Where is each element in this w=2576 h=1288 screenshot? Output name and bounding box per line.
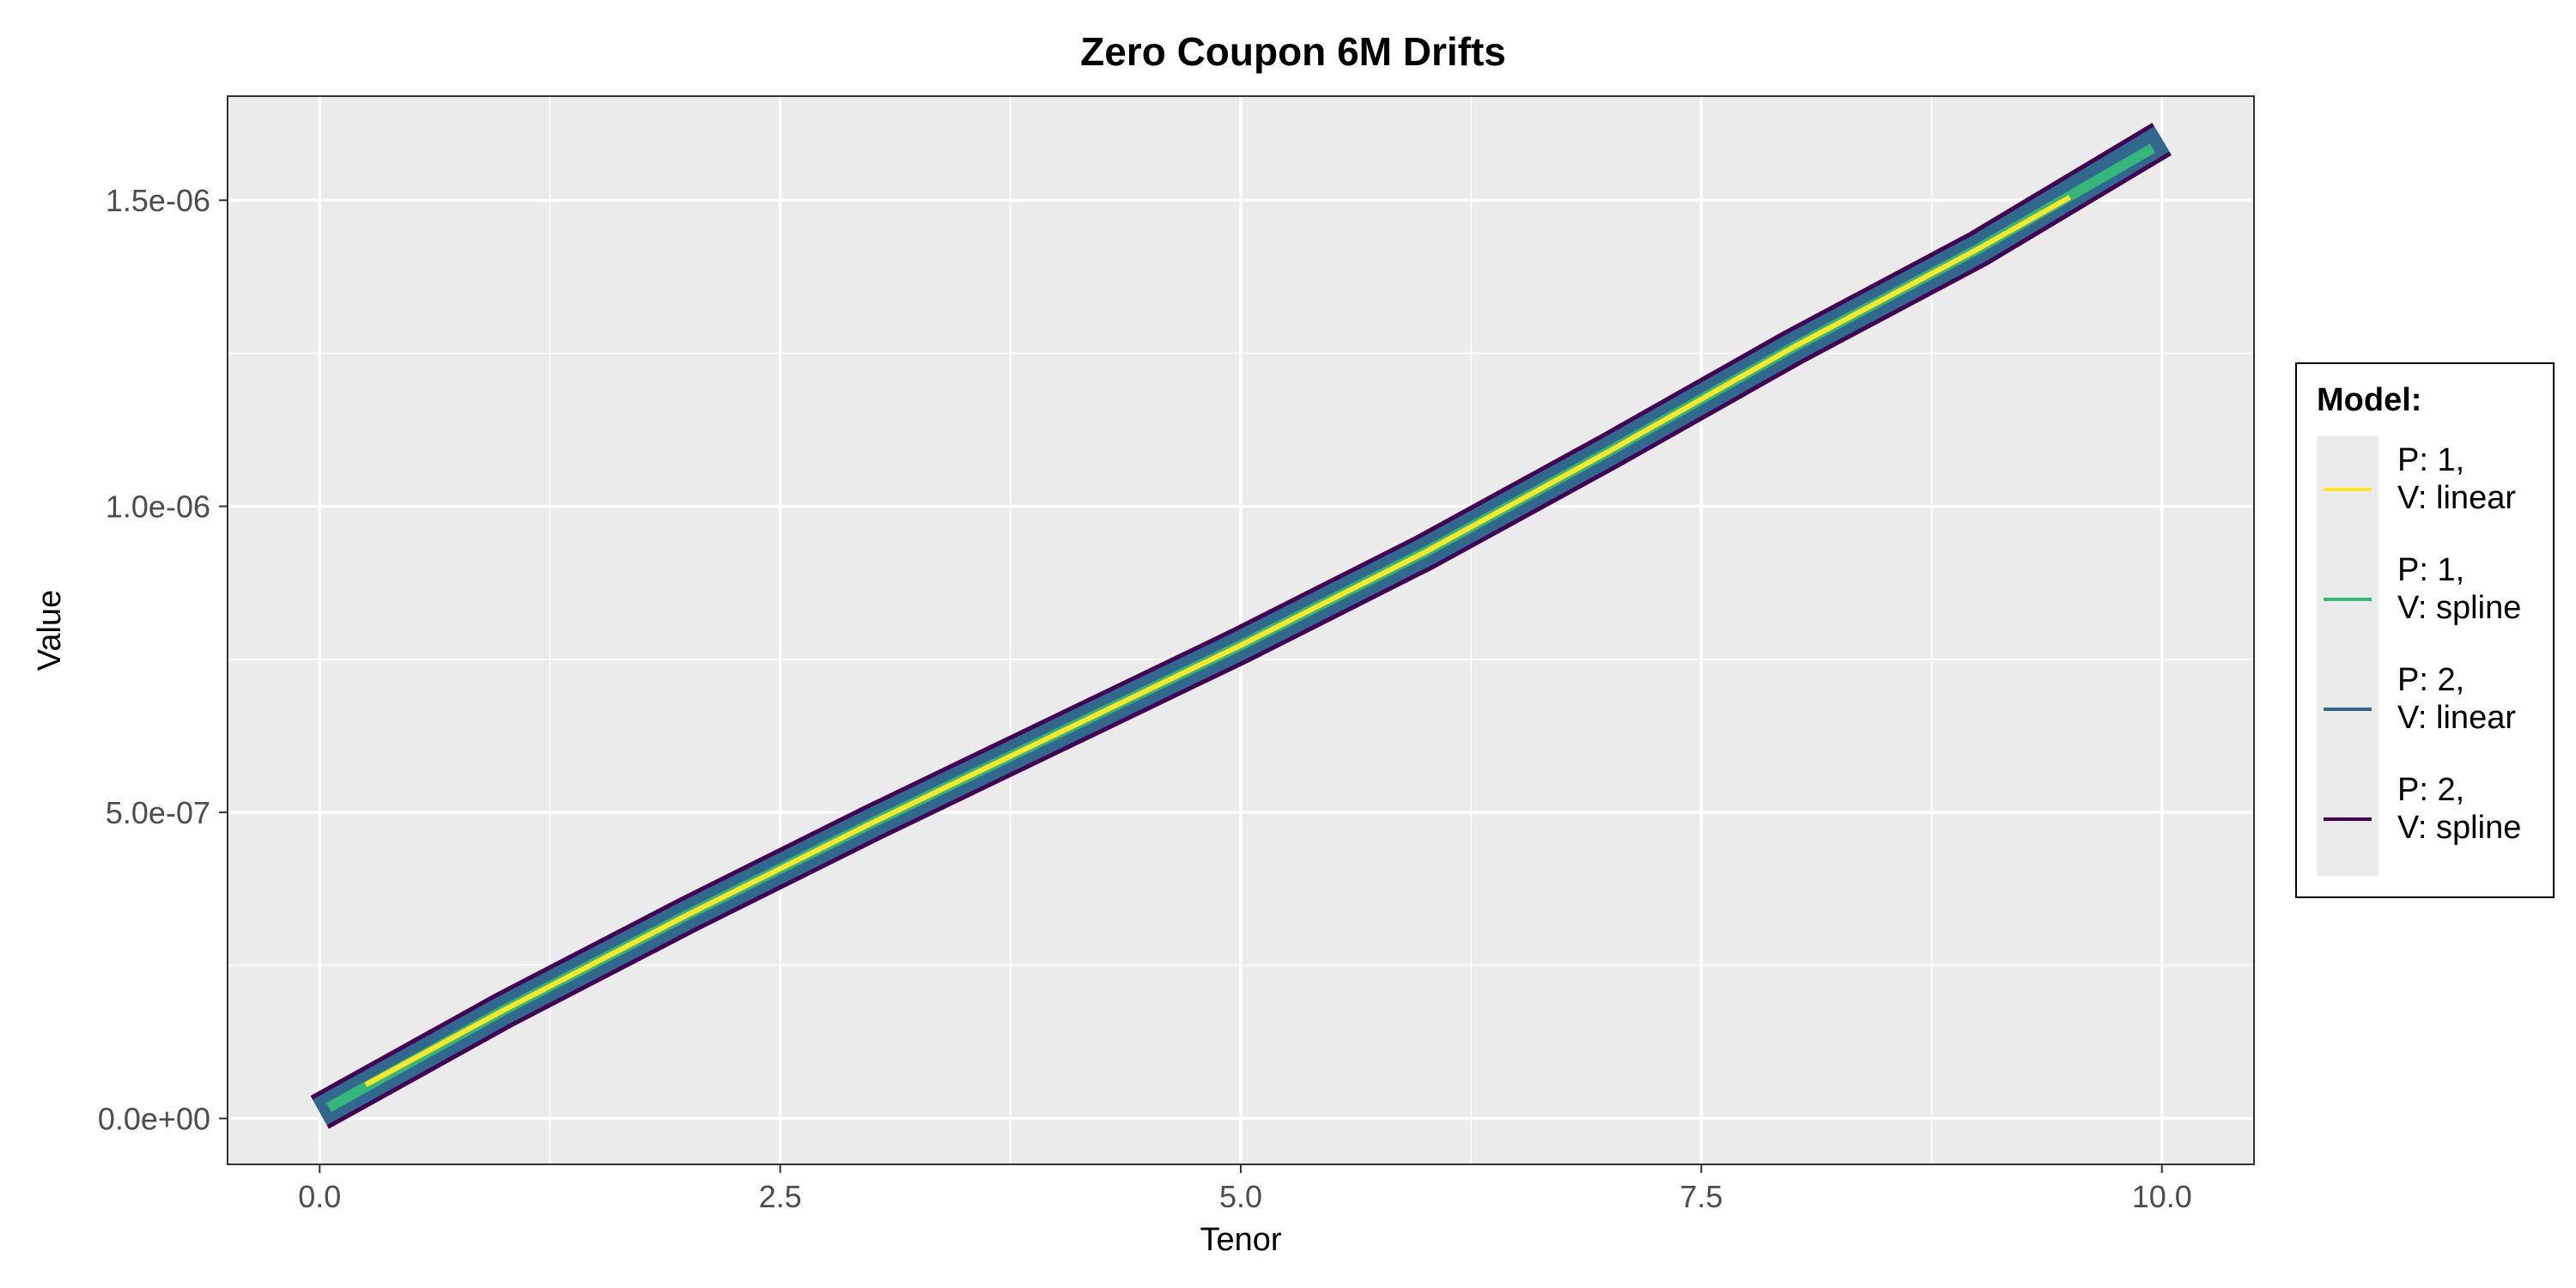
y-axis-title: Value xyxy=(32,590,68,671)
y-tick-label: 0.0e+00 xyxy=(98,1102,210,1137)
legend-label-1-line2: V: linear xyxy=(2397,480,2516,516)
y-tick-label: 1.5e-06 xyxy=(106,183,210,218)
y-axis: 0.0e+00 5.0e-07 1.0e-06 1.5e-06 xyxy=(98,183,228,1137)
legend-label-1-line1: P: 1, xyxy=(2397,442,2464,478)
legend-label-2-line1: P: 1, xyxy=(2397,552,2464,588)
y-tick-label: 5.0e-07 xyxy=(106,795,210,830)
chart-title: Zero Coupon 6M Drifts xyxy=(1080,29,1506,74)
x-tick-label: 0.0 xyxy=(298,1179,341,1214)
legend-label-3-line1: P: 2, xyxy=(2397,662,2464,698)
x-tick-label: 5.0 xyxy=(1219,1179,1262,1214)
legend-key-background xyxy=(2317,436,2379,876)
x-axis-title: Tenor xyxy=(1200,1222,1281,1258)
legend-label-4-line1: P: 2, xyxy=(2397,772,2464,808)
legend-label-3-line2: V: linear xyxy=(2397,700,2516,736)
legend-title: Model: xyxy=(2317,382,2421,418)
x-axis: 0.0 2.5 5.0 7.5 10.0 xyxy=(298,1164,2192,1214)
legend-label-2-line2: V: spline xyxy=(2397,590,2521,626)
series-line-1 xyxy=(364,194,2071,1087)
legend-label-4-line2: V: spline xyxy=(2397,810,2521,846)
x-tick-label: 2.5 xyxy=(759,1179,802,1214)
x-tick-label: 10.0 xyxy=(2132,1179,2192,1214)
x-tick-label: 7.5 xyxy=(1680,1179,1722,1214)
series-layer xyxy=(310,123,2172,1129)
y-tick-label: 1.0e-06 xyxy=(106,489,210,525)
